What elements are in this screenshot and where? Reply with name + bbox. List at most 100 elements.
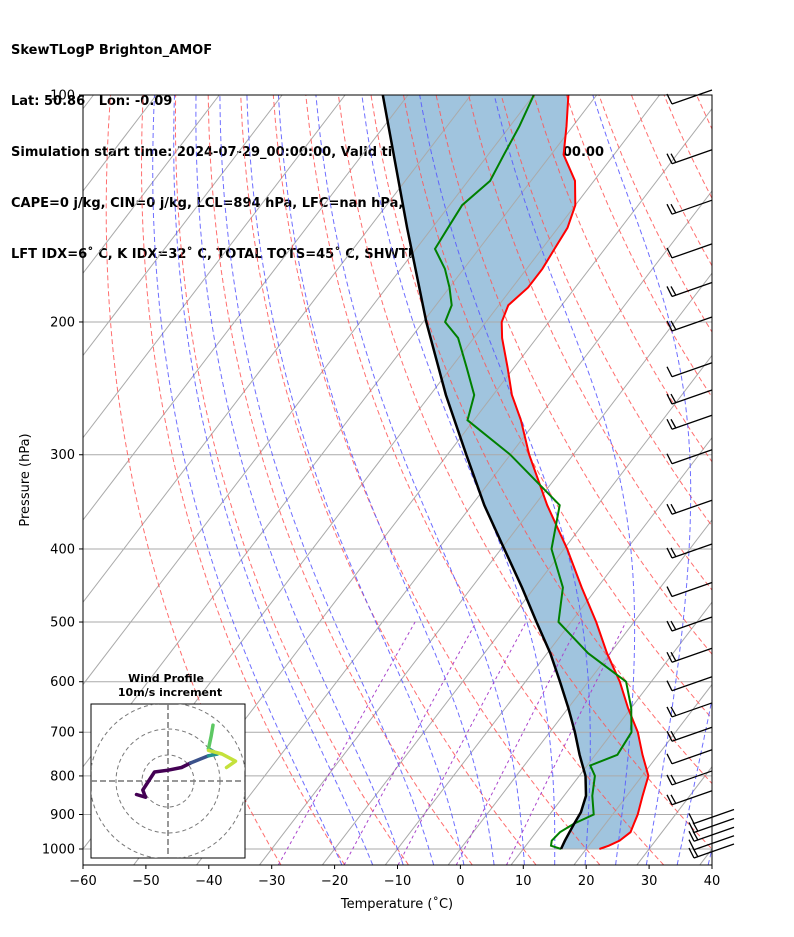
y-tick-label: 400: [50, 542, 75, 557]
wind-barb: [666, 790, 713, 806]
barb-staff: [671, 362, 713, 378]
wind-barb: [666, 389, 713, 405]
barb-flag: [666, 547, 673, 559]
y-tick-label: 900: [50, 808, 75, 823]
x-tick-label: −60: [69, 874, 96, 889]
isotherm-line: [83, 95, 94, 110]
barb-flag: [670, 706, 677, 717]
dry-adiabat: [468, 95, 712, 591]
wind-barb: [666, 89, 713, 105]
isotherm-line: [510, 601, 712, 865]
x-tick-label: 30: [641, 874, 658, 889]
isotherm-line: [83, 95, 472, 604]
barb-staff: [693, 835, 735, 851]
barb-flag: [666, 453, 673, 465]
barb-flag: [688, 847, 695, 859]
barb-flag: [688, 830, 695, 842]
wind-barb: [666, 362, 713, 378]
barb-flag: [670, 620, 677, 631]
dry-adiabat: [630, 95, 712, 267]
isotherm-line: [83, 95, 283, 357]
barb-flag: [670, 393, 677, 404]
dry-adiabat: [305, 95, 665, 865]
moist-adiabat: [707, 846, 712, 865]
adiabats: [105, 95, 794, 865]
barb-flag: [670, 203, 677, 214]
wind-barb: [666, 449, 713, 465]
isotherm-line: [259, 272, 712, 865]
temperature-line: [500, 95, 650, 850]
barb-flag: [666, 651, 673, 663]
barb-flag: [670, 286, 677, 296]
barb-staff: [671, 199, 713, 215]
hodograph-trace: [188, 754, 211, 765]
barb-flag: [666, 586, 673, 597]
wind-barb: [666, 499, 713, 515]
parcel-line: [381, 95, 588, 850]
wind-barb: [666, 616, 713, 632]
wind-barb: [666, 647, 713, 663]
moist-adiabat: [173, 95, 374, 865]
barb-staff: [671, 316, 713, 332]
wind-barb: [666, 702, 713, 718]
barb-staff: [671, 499, 713, 515]
x-tick-label: 20: [578, 874, 595, 889]
hodograph-trace: [134, 761, 193, 799]
isotherm-line: [83, 95, 346, 439]
y-tick-label: 500: [50, 616, 75, 631]
hodograph-inset: Wind Profile 10m/s increment: [90, 672, 246, 859]
barb-flag: [666, 620, 673, 632]
barb-staff: [693, 843, 735, 859]
isotherm-line: [83, 95, 409, 521]
barb-flag: [670, 774, 677, 785]
x-tick-label: 0: [456, 874, 464, 889]
isotherm-line: [196, 190, 712, 865]
barb-flag: [666, 393, 673, 405]
mixing-ratio-line: [455, 621, 581, 865]
hodograph-trace: [206, 748, 238, 770]
barb-staff: [671, 616, 713, 632]
axes: −60 −50 −40 −30 −20 −10 0 10 20 30 40 1000 900 800 700…: [42, 89, 720, 890]
wind-barb: [688, 808, 735, 825]
y-tick-label: 800: [50, 769, 75, 784]
barb-flag: [666, 153, 673, 164]
hodograph-title: Wind Profile: [128, 672, 204, 685]
barb-staff: [693, 826, 735, 842]
dry-adiabat: [207, 95, 473, 865]
barb-flag: [666, 680, 673, 692]
isotherm-line: [83, 95, 220, 275]
wind-barb: [688, 835, 735, 851]
barb-flag: [688, 822, 695, 833]
barb-staff: [671, 676, 713, 692]
barb-staff: [671, 449, 713, 465]
barb-flag: [670, 153, 677, 164]
moist-adiabat: [152, 95, 343, 865]
barb-flag: [670, 794, 677, 805]
mixing-ratio-line: [506, 621, 627, 865]
barb-staff: [671, 702, 713, 718]
dry-adiabat: [729, 95, 794, 865]
x-tick-label: −10: [384, 874, 411, 889]
barb-flag: [692, 830, 699, 841]
isotherm-line: [636, 765, 712, 865]
barb-staff: [693, 817, 735, 834]
barb-staff: [671, 770, 713, 786]
barb-flag: [666, 93, 673, 105]
hodograph-subtitle: 10m/s increment: [118, 686, 222, 699]
wind-barb: [666, 749, 713, 765]
dry-adiabat: [435, 95, 712, 655]
y-axis-label: Pressure (hPa): [18, 433, 33, 526]
moist-adiabat: [315, 95, 525, 865]
barb-flag: [670, 547, 677, 558]
wind-barb: [666, 581, 713, 598]
barb-staff: [693, 808, 735, 825]
barb-staff: [671, 149, 713, 165]
barb-staff: [671, 543, 713, 559]
profiles: [381, 95, 650, 850]
barb-flag: [666, 706, 673, 718]
isotherm-line: [384, 436, 712, 865]
barb-flag: [670, 320, 677, 331]
dry-adiabat: [762, 95, 794, 865]
barb-staff: [671, 414, 713, 430]
wind-barb: [666, 543, 713, 559]
